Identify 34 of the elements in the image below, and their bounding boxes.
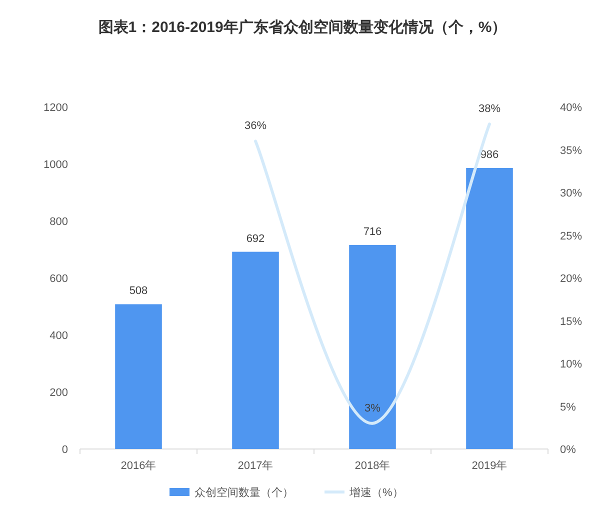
y2-tick-label: 35% — [560, 144, 582, 157]
bar — [466, 168, 513, 449]
x-tick-label: 2019年 — [472, 460, 508, 472]
y2-tick-label: 25% — [560, 230, 582, 242]
y-tick-label: 1000 — [44, 159, 68, 171]
bar — [232, 252, 279, 449]
y2-tick-label: 5% — [560, 401, 576, 414]
y2-tick-label: 15% — [560, 316, 582, 328]
legend-label: 增速（%） — [348, 486, 404, 499]
y-tick-label: 400 — [50, 330, 68, 342]
data-label: 36% — [244, 120, 267, 132]
x-tick-label: 2017年 — [238, 460, 274, 472]
y-tick-label: 200 — [50, 387, 68, 399]
y-tick-label: 1200 — [44, 102, 68, 114]
y2-tick-label: 40% — [560, 102, 582, 114]
data-label: 3% — [364, 402, 381, 414]
x-tick-label: 2016年 — [120, 460, 156, 472]
y2-tick-label: 0% — [560, 444, 576, 456]
y-tick-label: 600 — [50, 273, 68, 285]
y-tick-label: 800 — [50, 216, 68, 228]
data-label: 692 — [246, 232, 265, 245]
bar — [115, 304, 162, 449]
y-tick-label: 0 — [62, 444, 68, 456]
data-label: 986 — [480, 148, 499, 161]
data-label: 716 — [363, 226, 382, 238]
data-label: 38% — [478, 103, 501, 116]
y2-tick-label: 20% — [560, 273, 582, 285]
y2-tick-label: 10% — [560, 358, 582, 370]
legend-label: 众创空间数量（个） — [194, 486, 294, 499]
chart-title: 图表1：2016-2019年广东省众创空间数量变化情况（个，%） — [98, 18, 507, 36]
y2-tick-label: 30% — [560, 188, 582, 200]
bar — [349, 244, 396, 449]
data-label: 508 — [129, 285, 148, 298]
x-tick-label: 2018年 — [354, 460, 390, 472]
